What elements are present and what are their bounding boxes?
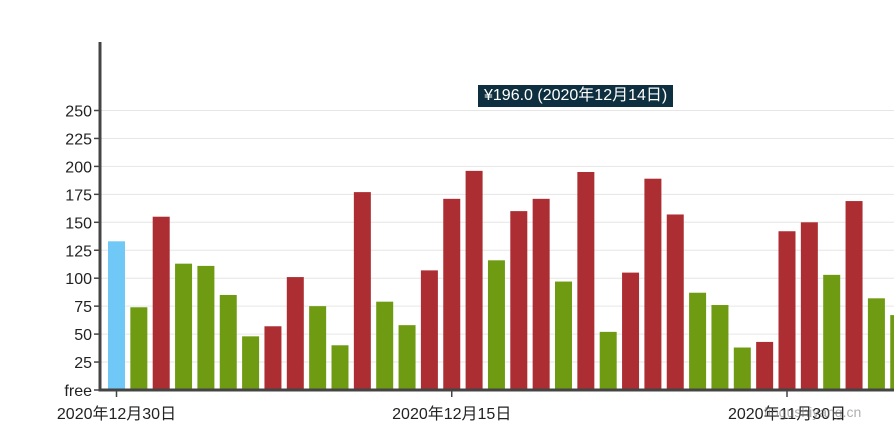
bar[interactable] bbox=[242, 336, 260, 390]
y-tick-label: 75 bbox=[74, 299, 92, 316]
bar[interactable] bbox=[800, 222, 818, 390]
bar[interactable] bbox=[197, 265, 215, 390]
bar[interactable] bbox=[376, 301, 394, 390]
y-tick-label: 50 bbox=[74, 327, 92, 344]
bar[interactable] bbox=[130, 307, 148, 390]
bar[interactable] bbox=[219, 294, 237, 390]
axes bbox=[98, 42, 894, 392]
y-tick-label: 225 bbox=[65, 131, 92, 148]
bar[interactable] bbox=[890, 315, 894, 390]
bar[interactable] bbox=[175, 263, 193, 390]
bar[interactable] bbox=[622, 272, 640, 390]
bar[interactable] bbox=[778, 231, 796, 390]
bar[interactable] bbox=[465, 170, 483, 390]
bar[interactable] bbox=[666, 214, 684, 390]
bar[interactable] bbox=[443, 198, 461, 390]
bar[interactable] bbox=[711, 305, 729, 390]
bar[interactable] bbox=[577, 171, 595, 390]
bar[interactable] bbox=[309, 306, 327, 390]
bars bbox=[108, 170, 894, 390]
bar[interactable] bbox=[398, 325, 416, 390]
bar[interactable] bbox=[555, 281, 572, 390]
bar[interactable] bbox=[420, 270, 438, 390]
bar[interactable] bbox=[108, 241, 125, 390]
y-tick-label: 25 bbox=[74, 355, 92, 372]
y-tick-label: free bbox=[64, 383, 92, 400]
bar[interactable] bbox=[733, 347, 751, 390]
bar[interactable] bbox=[353, 192, 371, 390]
bar[interactable] bbox=[756, 341, 774, 390]
y-tick-label: 100 bbox=[65, 271, 92, 288]
watermark: fiogushiyang.cn bbox=[764, 404, 862, 420]
bar[interactable] bbox=[867, 298, 885, 390]
x-tick-label: 2020年11月30日 bbox=[728, 405, 846, 423]
x-tick-label: 2020年12月30日 bbox=[57, 405, 176, 423]
y-tick-label: 175 bbox=[65, 187, 92, 204]
bar[interactable] bbox=[510, 211, 528, 390]
y-tick-label: 200 bbox=[65, 159, 92, 176]
y-tick-label: 125 bbox=[65, 243, 92, 260]
price-tooltip: ¥196.0 (2020年12月14日) bbox=[478, 85, 674, 107]
bar[interactable] bbox=[532, 198, 550, 390]
x-ticks: 2020年12月30日 2020年12月15日 2020年11月30日 bbox=[57, 391, 846, 423]
y-tick-label: 250 bbox=[65, 104, 92, 121]
bar[interactable] bbox=[689, 292, 707, 390]
bar[interactable] bbox=[286, 277, 304, 390]
bar[interactable] bbox=[845, 201, 863, 390]
bar[interactable] bbox=[264, 326, 282, 390]
bar[interactable] bbox=[644, 178, 662, 390]
bar[interactable] bbox=[152, 216, 170, 390]
x-tick-label: 2020年12月15日 bbox=[392, 405, 511, 423]
bar[interactable] bbox=[599, 331, 617, 390]
bar[interactable] bbox=[487, 260, 505, 390]
y-ticks: 250 225 200 175 150 125 100 75 50 25 free bbox=[64, 104, 100, 400]
y-tick-label: 150 bbox=[65, 215, 92, 232]
bar[interactable] bbox=[823, 274, 841, 390]
bar[interactable] bbox=[331, 345, 349, 390]
